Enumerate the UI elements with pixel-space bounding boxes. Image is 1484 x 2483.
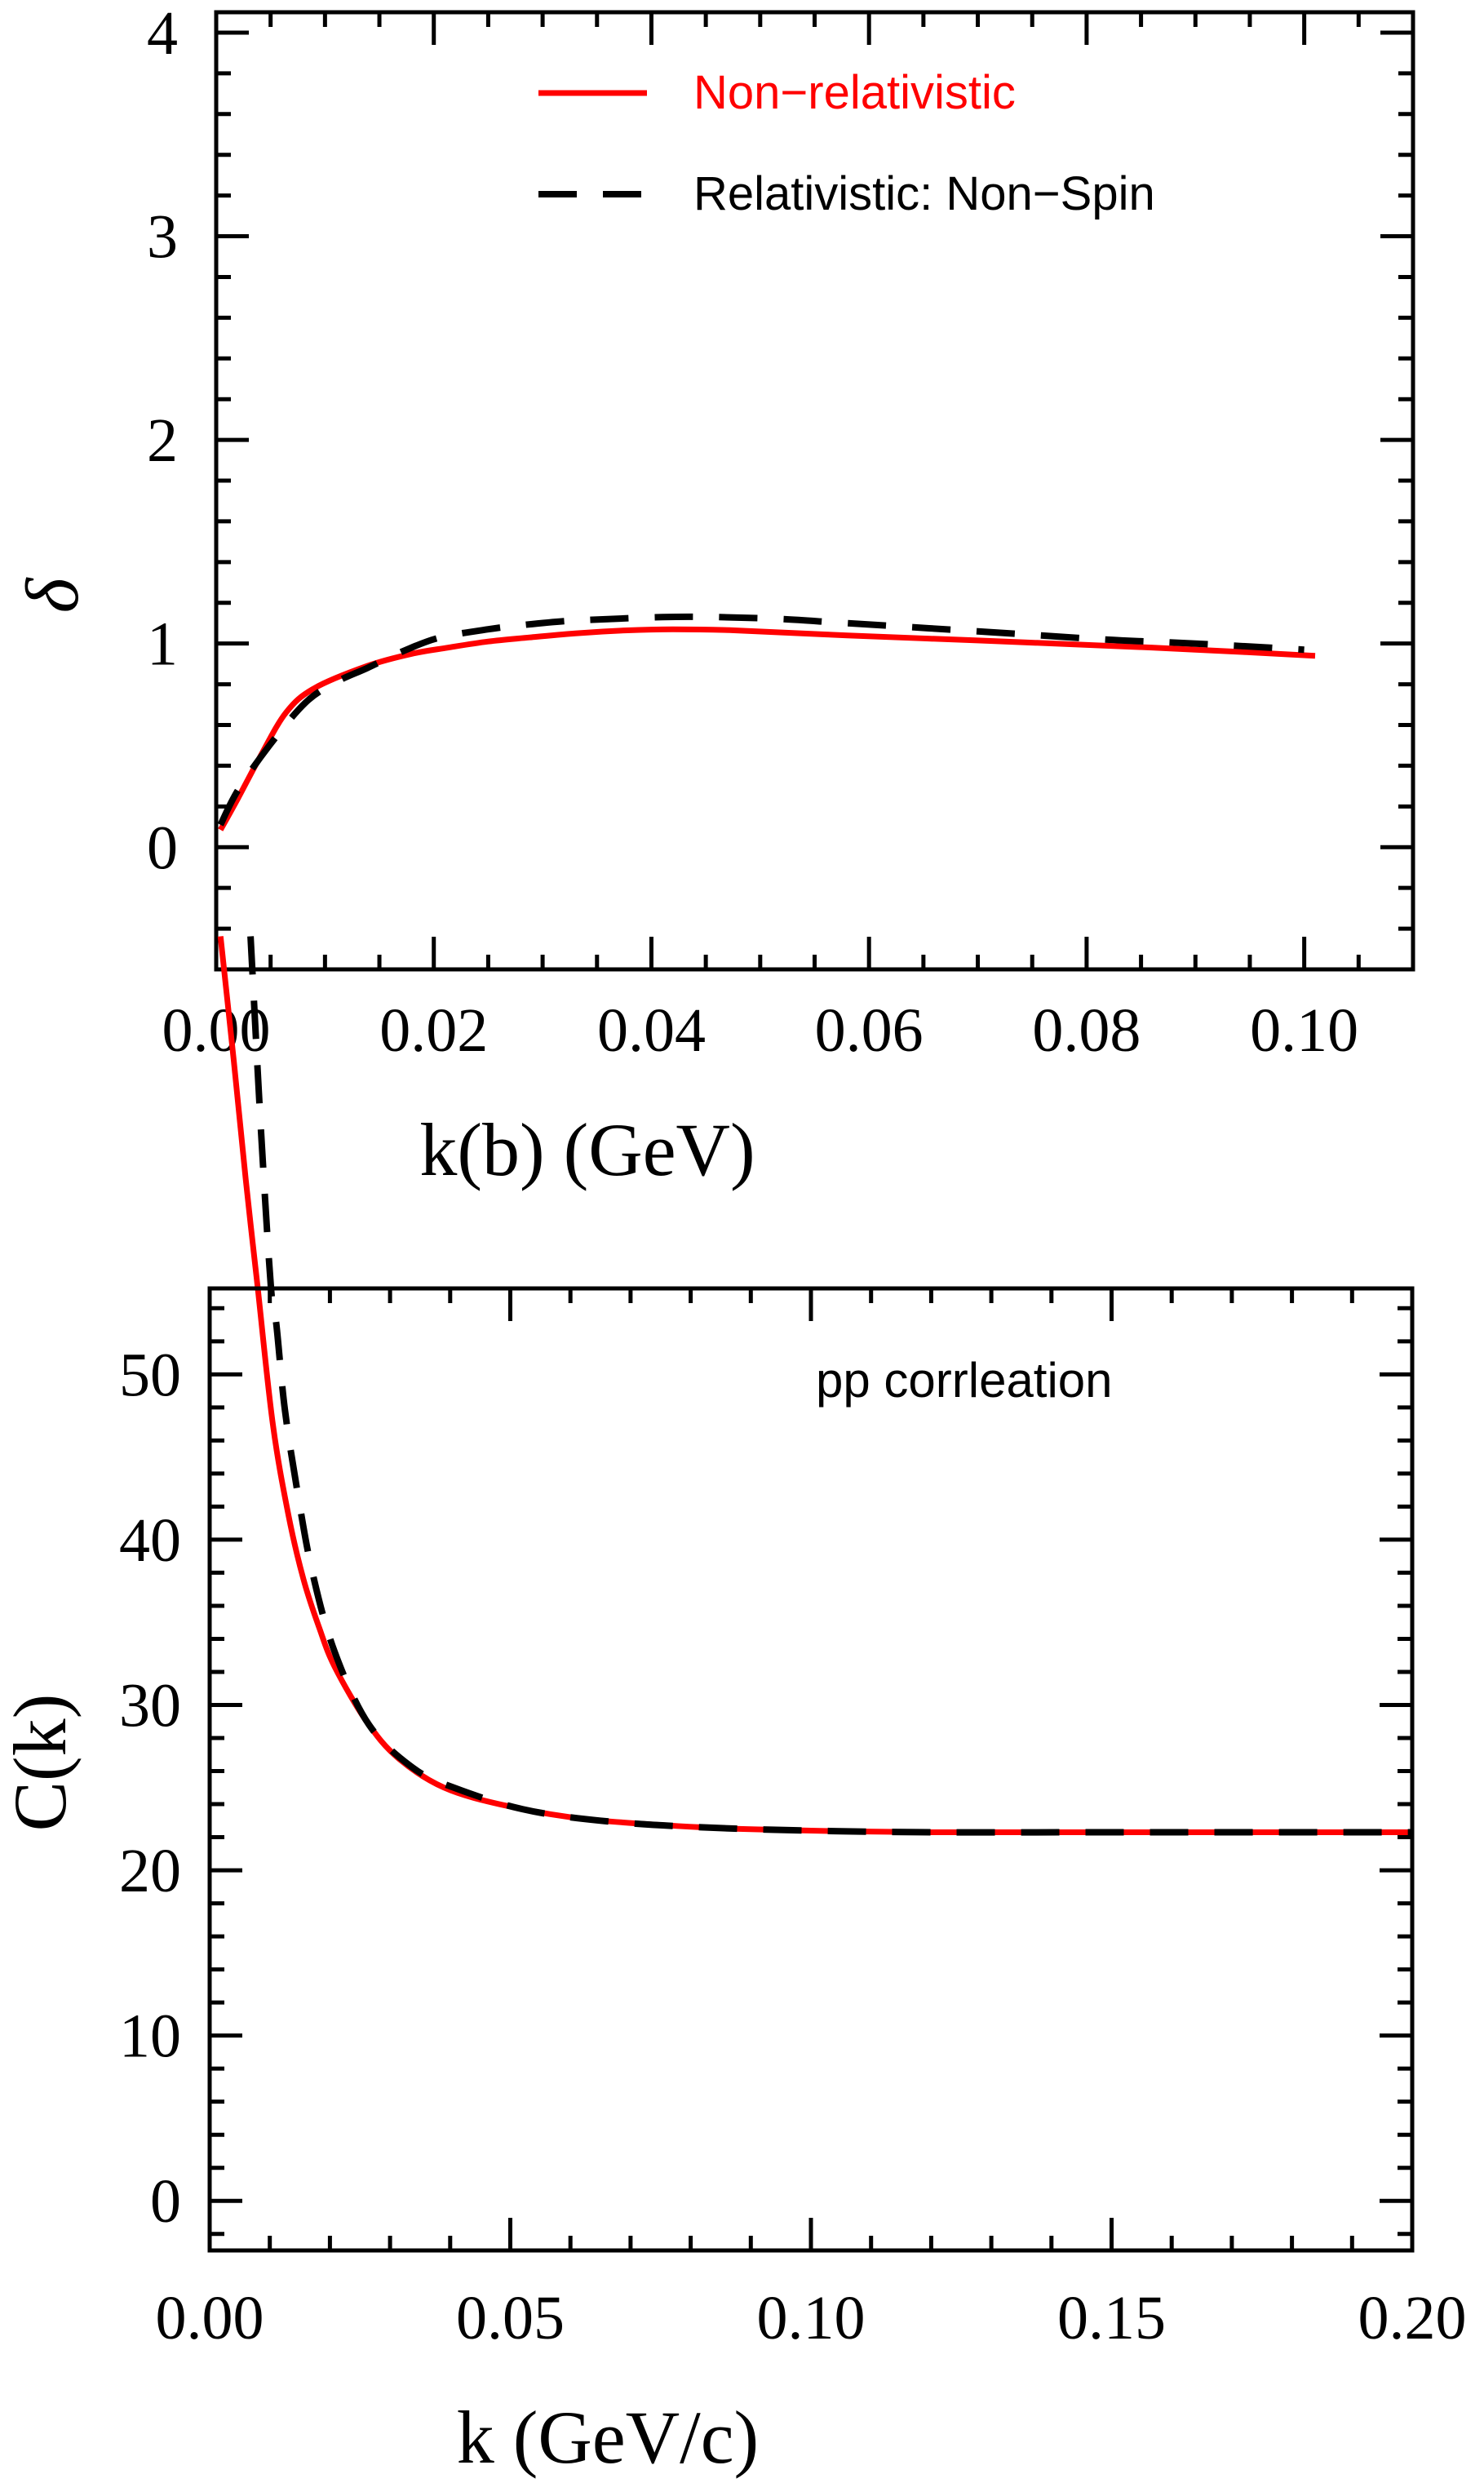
correlation-x-axis-title: k (GeV/c) bbox=[457, 2396, 759, 2479]
legend-label-non-relativistic: Non−relativistic bbox=[693, 66, 1016, 119]
legend-label-relativistic-non-spin: Relativistic: Non−Spin bbox=[693, 167, 1155, 220]
phase-shift-plot-frame bbox=[214, 10, 1415, 972]
y-tick-label: 0 bbox=[147, 814, 178, 882]
y-tick-label: 40 bbox=[119, 1506, 181, 1575]
x-tick-label: 0.02 bbox=[379, 996, 488, 1065]
series-line-relativistic-non-spin bbox=[217, 613, 1305, 827]
x-tick-label: 0.10 bbox=[757, 2284, 866, 2352]
phase-shift-y-tick-labels: 0 1 2 3 4 bbox=[147, 0, 178, 882]
legend-entry-non-relativistic[interactable]: Non−relativistic bbox=[538, 66, 1016, 119]
y-tick-label: 20 bbox=[119, 1837, 181, 1905]
legend-entry-relativistic-non-spin[interactable]: Relativistic: Non−Spin bbox=[538, 167, 1155, 220]
correlation-y-axis-title: C(k) bbox=[0, 1694, 82, 1832]
phase-shift-x-tick-labels: 0.00 0.02 0.04 0.06 0.08 0.10 bbox=[162, 996, 1359, 1065]
correlation-major-ticks bbox=[210, 1288, 1412, 2250]
x-tick-label: 0.05 bbox=[456, 2284, 565, 2352]
x-tick-label: 0.08 bbox=[1032, 996, 1141, 1065]
y-tick-label: 4 bbox=[147, 0, 178, 68]
pp-correlation-annotation: pp corrleation bbox=[816, 1353, 1113, 1408]
y-tick-label: 10 bbox=[119, 2002, 181, 2071]
x-tick-label: 0.10 bbox=[1250, 996, 1358, 1065]
correlation-minor-ticks bbox=[210, 1288, 1412, 2250]
y-tick-label: 30 bbox=[119, 1671, 181, 1740]
correlation-plot-frame bbox=[207, 1286, 1415, 2253]
y-tick-label: 3 bbox=[147, 203, 178, 272]
x-tick-label: 0.15 bbox=[1057, 2284, 1166, 2352]
phase-shift-x-axis-title: k(b) (GeV) bbox=[419, 1108, 755, 1191]
y-tick-label: 50 bbox=[119, 1341, 181, 1409]
x-tick-label: 0.00 bbox=[156, 2284, 264, 2352]
correlation-x-tick-labels: 0.00 0.05 0.10 0.15 0.20 bbox=[156, 2284, 1467, 2352]
y-tick-label: 0 bbox=[150, 2167, 181, 2236]
correlation-panel: 0.00 0.05 0.10 0.15 0.20 0 10 20 30 40 50 k (GeV/… bbox=[0, 936, 1467, 2479]
x-tick-label: 0.04 bbox=[597, 996, 706, 1065]
y-tick-label: 2 bbox=[147, 406, 178, 475]
y-tick-label: 1 bbox=[147, 610, 178, 679]
phase-shift-series bbox=[217, 613, 1316, 831]
x-tick-label: 0.06 bbox=[815, 996, 924, 1065]
phase-shift-major-ticks bbox=[216, 12, 1413, 969]
phase-shift-minor-ticks bbox=[216, 12, 1413, 969]
correlation-series bbox=[217, 936, 1412, 1836]
phase-shift-y-axis-title: δ bbox=[11, 577, 94, 613]
series-line-relativistic-non-spin bbox=[247, 936, 1412, 1836]
legend: Non−relativistic Relativistic: Non−Spin bbox=[538, 66, 1155, 220]
x-tick-label: 0.20 bbox=[1358, 2284, 1467, 2352]
correlation-y-tick-labels: 0 10 20 30 40 50 bbox=[119, 1341, 181, 2236]
series-line-non-relativistic bbox=[218, 626, 1316, 831]
